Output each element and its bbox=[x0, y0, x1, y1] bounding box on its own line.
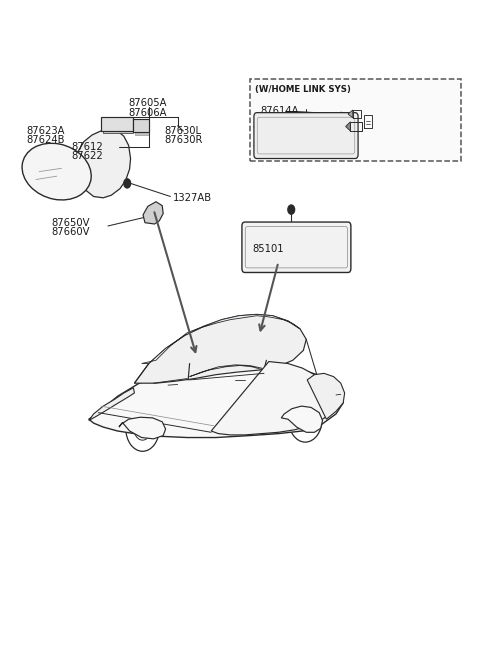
Text: 87609B: 87609B bbox=[252, 121, 291, 132]
Text: (W/HOME LINK SYS): (W/HOME LINK SYS) bbox=[255, 85, 351, 94]
Polygon shape bbox=[89, 388, 134, 421]
Polygon shape bbox=[190, 365, 266, 377]
Text: 1327AB: 1327AB bbox=[173, 193, 212, 203]
Polygon shape bbox=[211, 362, 336, 435]
Polygon shape bbox=[281, 406, 323, 432]
Text: 87612: 87612 bbox=[71, 141, 103, 152]
Polygon shape bbox=[74, 130, 131, 198]
Text: 87650V: 87650V bbox=[52, 217, 90, 228]
Circle shape bbox=[124, 179, 131, 188]
Text: 87614A: 87614A bbox=[260, 106, 299, 117]
Polygon shape bbox=[348, 110, 353, 118]
Polygon shape bbox=[346, 122, 350, 131]
Text: 87606A: 87606A bbox=[129, 107, 167, 118]
FancyBboxPatch shape bbox=[254, 113, 358, 159]
Bar bbox=[250, 79, 461, 161]
Text: 87624B: 87624B bbox=[26, 135, 65, 145]
Circle shape bbox=[124, 179, 130, 187]
Polygon shape bbox=[307, 373, 345, 419]
Polygon shape bbox=[134, 314, 306, 383]
Polygon shape bbox=[142, 314, 300, 364]
Text: 87623A: 87623A bbox=[26, 126, 65, 136]
Text: 87622: 87622 bbox=[71, 151, 103, 161]
FancyBboxPatch shape bbox=[242, 222, 351, 272]
Text: 87630L: 87630L bbox=[164, 126, 201, 136]
Polygon shape bbox=[103, 131, 133, 133]
Polygon shape bbox=[135, 132, 149, 135]
Text: 87605A: 87605A bbox=[129, 98, 167, 109]
Polygon shape bbox=[101, 117, 133, 131]
Text: 85101: 85101 bbox=[252, 140, 284, 151]
Circle shape bbox=[288, 205, 295, 214]
Text: 85101: 85101 bbox=[252, 244, 284, 254]
Polygon shape bbox=[119, 417, 166, 439]
Polygon shape bbox=[133, 119, 149, 132]
Polygon shape bbox=[89, 362, 343, 438]
Ellipse shape bbox=[22, 143, 91, 200]
Polygon shape bbox=[143, 202, 163, 224]
Text: 87660V: 87660V bbox=[52, 227, 90, 237]
Text: 87630R: 87630R bbox=[164, 135, 203, 145]
